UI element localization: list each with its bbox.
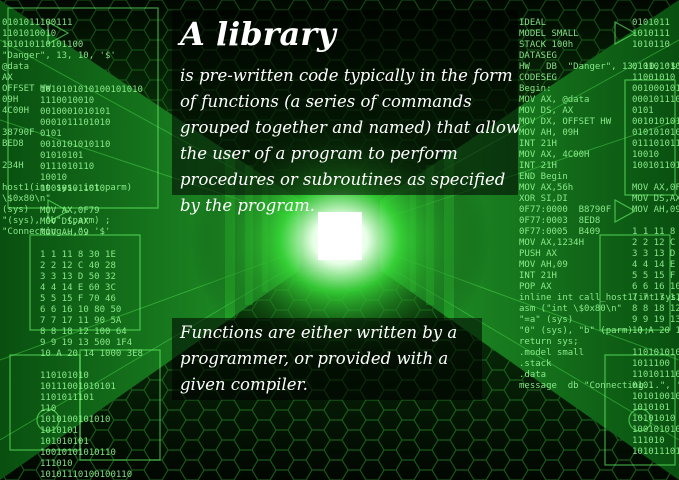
definition-paragraph: is pre-written code typically in the for… <box>180 66 520 215</box>
text-backdrop-bottom <box>172 318 482 400</box>
code-overlay-right: IDEAL MODEL SMALL STACK 100h DATASEG HW … <box>519 18 679 391</box>
code-overlay-mid-left: 1010101010100101010 1110010010 001000101… <box>40 85 143 480</box>
text-backdrop-top <box>172 10 518 195</box>
code-overlay-left: 0101011100111 1101010010 101010110101100… <box>2 18 133 237</box>
functions-paragraph: Functions are either written by a progra… <box>180 323 458 394</box>
heading: A library <box>180 15 336 53</box>
